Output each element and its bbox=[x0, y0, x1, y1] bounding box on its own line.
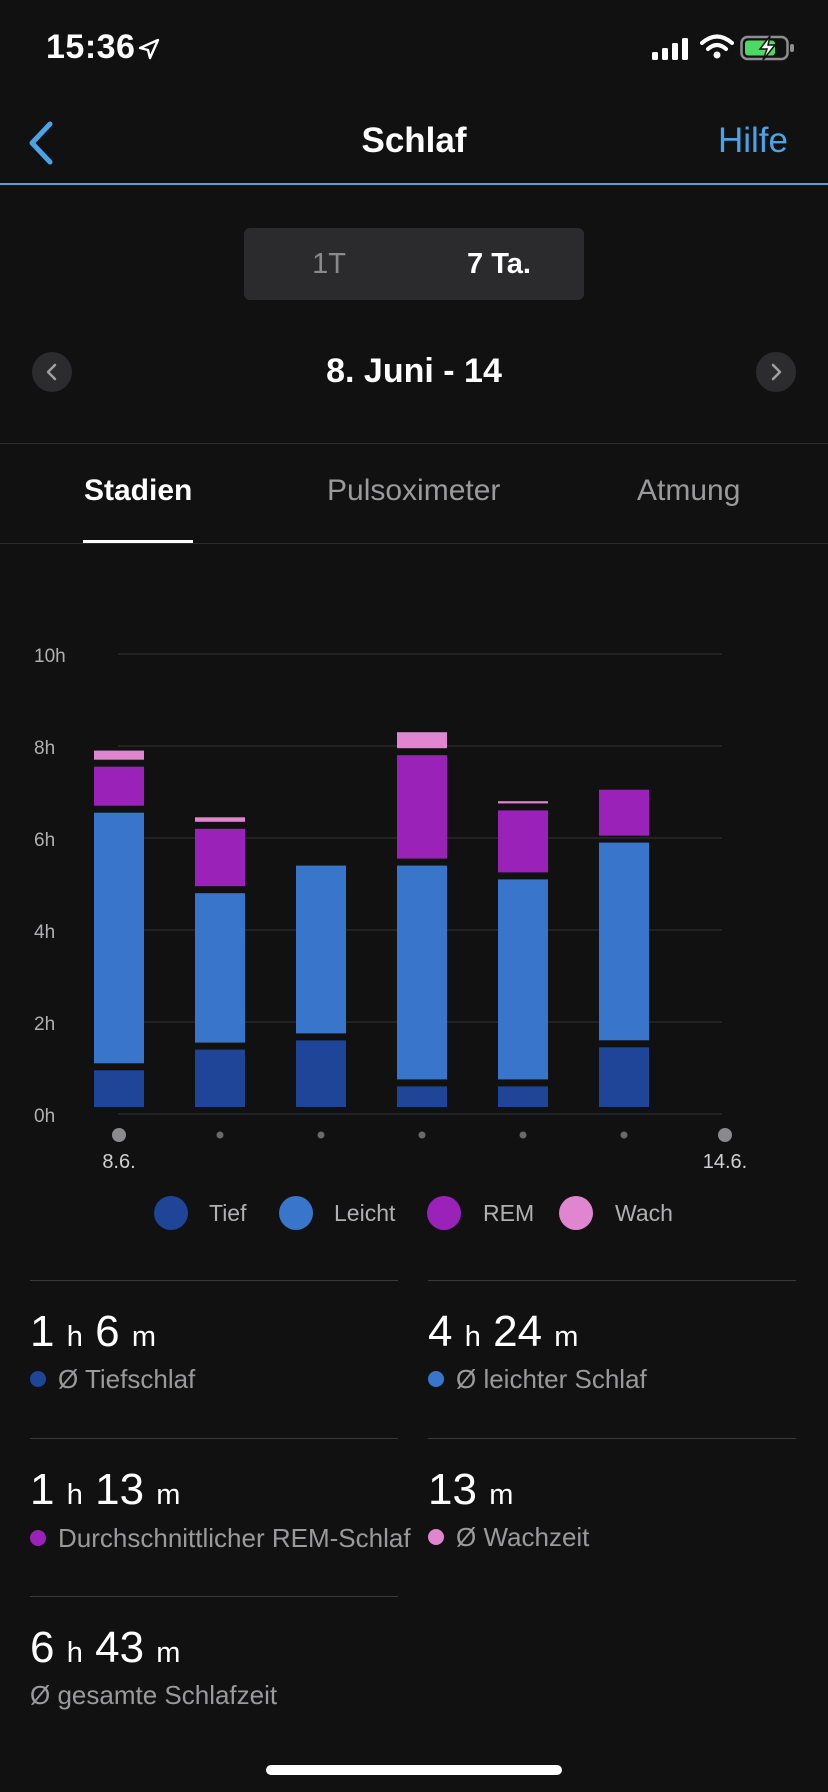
x-day-marker bbox=[317, 1131, 325, 1139]
y-tick-label: 0h bbox=[34, 1106, 55, 1127]
bar-wach bbox=[498, 801, 548, 804]
y-tick-label: 6h bbox=[34, 830, 55, 851]
segment-1-day[interactable]: 1T bbox=[312, 248, 346, 280]
tab-stadien[interactable]: Stadien bbox=[84, 474, 193, 507]
active-tab-indicator bbox=[83, 540, 193, 543]
status-time: 15:36 bbox=[46, 28, 136, 66]
section-divider bbox=[0, 443, 828, 444]
bar-rem bbox=[599, 789, 649, 836]
bar-tief bbox=[94, 1070, 144, 1107]
tab-pulsoximeter[interactable]: Pulsoximeter bbox=[327, 474, 501, 507]
stat-tief-label: Ø Tiefschlaf bbox=[30, 1364, 195, 1395]
bar-rem bbox=[397, 755, 447, 859]
stat-divider bbox=[428, 1280, 796, 1281]
period-segmented-control: 1T 7 Ta. bbox=[244, 228, 584, 300]
bar-leicht bbox=[296, 865, 346, 1034]
x-day-marker bbox=[718, 1128, 732, 1142]
stat-gesamt-value: 6 h 43 m bbox=[30, 1623, 181, 1672]
bar-tief bbox=[498, 1086, 548, 1107]
legend-leicht-label: Leicht bbox=[334, 1200, 396, 1226]
stat-tief-value: 1 h 6 m bbox=[30, 1307, 156, 1356]
bar-leicht bbox=[195, 893, 245, 1043]
x-day-marker bbox=[519, 1131, 527, 1139]
legend-tief-dot bbox=[154, 1196, 188, 1230]
bar-rem bbox=[94, 766, 144, 806]
bar-wach bbox=[94, 750, 144, 760]
y-tick-label: 8h bbox=[34, 738, 55, 759]
stat-divider bbox=[30, 1596, 398, 1597]
stat-divider bbox=[30, 1438, 398, 1439]
bottom-safe-area bbox=[0, 1712, 828, 1792]
stat-wach-label: Ø Wachzeit bbox=[428, 1522, 589, 1553]
x-day-marker bbox=[418, 1131, 426, 1139]
rem-color-dot bbox=[30, 1530, 46, 1546]
legend-wach-label: Wach bbox=[615, 1200, 673, 1226]
next-period-button[interactable] bbox=[756, 352, 796, 392]
bar-leicht bbox=[94, 812, 144, 1064]
bar-rem bbox=[498, 810, 548, 873]
tief-color-dot bbox=[30, 1371, 46, 1387]
leicht-color-dot bbox=[428, 1371, 444, 1387]
bar-wach bbox=[397, 732, 447, 749]
page-title: Schlaf bbox=[361, 121, 467, 160]
x-tick-label: 8.6. bbox=[102, 1151, 135, 1173]
stat-divider bbox=[30, 1280, 398, 1281]
segment-7-days[interactable]: 7 Ta. bbox=[467, 248, 531, 280]
location-arrow-icon bbox=[138, 38, 160, 60]
x-tick-label: 14.6. bbox=[703, 1151, 747, 1173]
tabs-divider bbox=[0, 543, 828, 544]
x-day-marker bbox=[112, 1128, 126, 1142]
x-day-marker bbox=[620, 1131, 628, 1139]
legend-rem-label: REM bbox=[483, 1200, 535, 1226]
cellular-signal-icon bbox=[652, 38, 688, 60]
stat-wach-value: 13 m bbox=[428, 1465, 514, 1514]
date-range: 8. Juni - 14 bbox=[326, 352, 502, 390]
help-link[interactable]: Hilfe bbox=[717, 121, 788, 160]
stat-gesamt-label: Ø gesamte Schlafzeit bbox=[30, 1680, 278, 1710]
wach-color-dot bbox=[428, 1529, 444, 1545]
legend-rem-dot bbox=[427, 1196, 461, 1230]
battery-charging-icon bbox=[740, 35, 794, 61]
y-tick-label: 2h bbox=[34, 1014, 55, 1035]
legend-tief-label: Tief bbox=[209, 1200, 247, 1226]
tab-atmung[interactable]: Atmung bbox=[637, 474, 741, 507]
bar-tief bbox=[397, 1086, 447, 1107]
home-indicator[interactable] bbox=[266, 1765, 562, 1775]
previous-period-button[interactable] bbox=[32, 352, 72, 392]
sleep-stages-chart: 0h 2h 4h 6h 8h 10h 8.6. 14.6. bbox=[34, 646, 747, 1173]
bar-rem bbox=[195, 828, 245, 887]
bar-tief bbox=[599, 1047, 649, 1107]
nav-divider bbox=[0, 183, 828, 185]
legend-leicht-dot bbox=[279, 1196, 313, 1230]
wifi-icon bbox=[700, 34, 734, 59]
bar-tief bbox=[195, 1049, 245, 1107]
x-day-marker bbox=[216, 1131, 224, 1139]
bar-leicht bbox=[498, 879, 548, 1080]
bar-wach bbox=[195, 817, 245, 822]
y-tick-label: 10h bbox=[34, 646, 66, 667]
stat-leicht-label: Ø leichter Schlaf bbox=[428, 1364, 647, 1395]
y-tick-label: 4h bbox=[34, 922, 55, 943]
stat-rem-label: Durchschnittlicher REM-Schlaf bbox=[30, 1523, 411, 1554]
stat-divider bbox=[428, 1438, 796, 1439]
stat-rem-value: 1 h 13 m bbox=[30, 1465, 181, 1514]
bar-tief bbox=[296, 1040, 346, 1107]
bar-leicht bbox=[397, 865, 447, 1080]
bar-leicht bbox=[599, 842, 649, 1041]
legend-wach-dot bbox=[559, 1196, 593, 1230]
back-button[interactable] bbox=[22, 118, 62, 168]
stat-leicht-value: 4 h 24 m bbox=[428, 1307, 579, 1356]
